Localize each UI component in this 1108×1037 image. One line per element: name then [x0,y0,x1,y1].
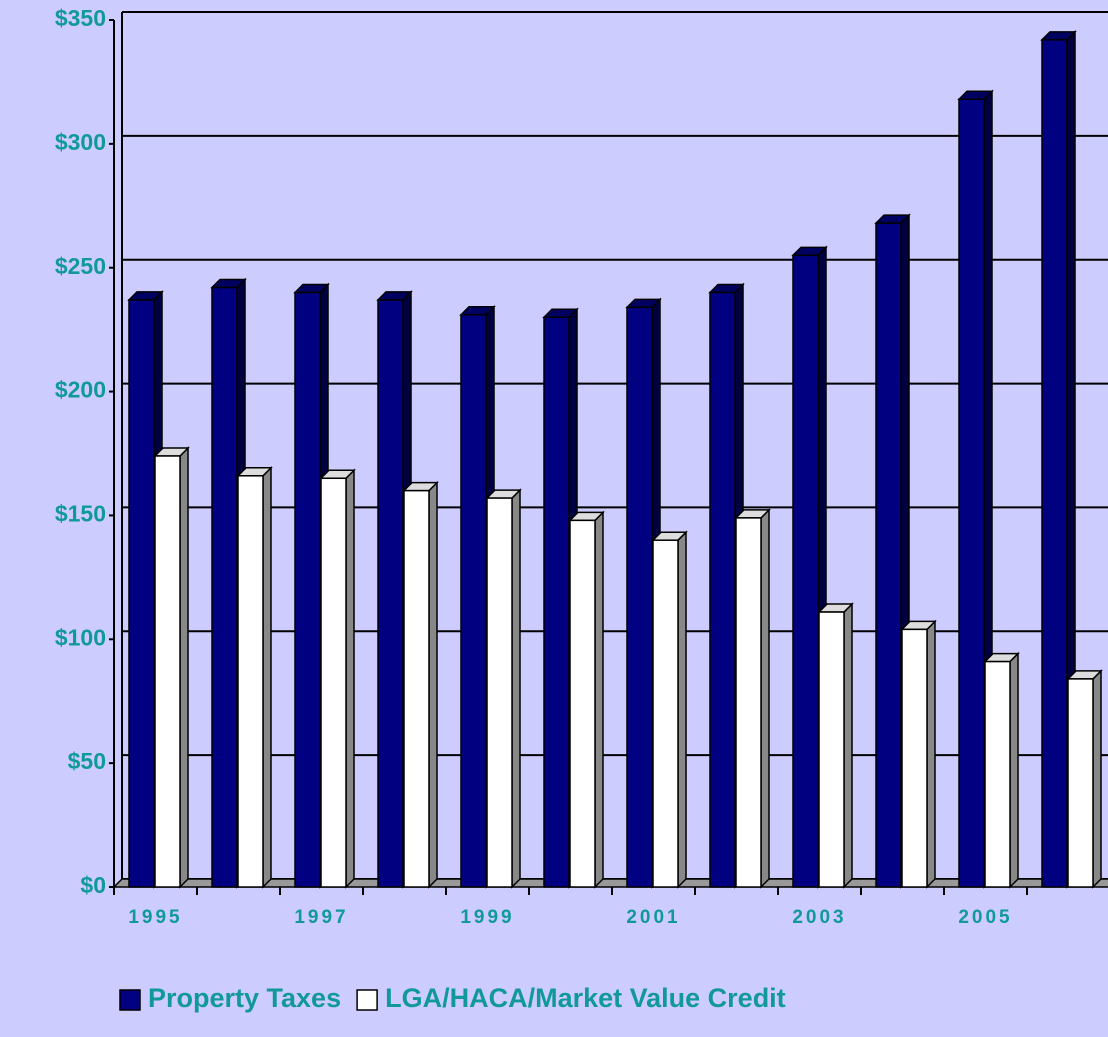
bar [154,455,181,888]
bar [320,477,347,888]
bar-side [428,480,438,889]
bar-side [594,510,604,889]
bar [1041,39,1068,888]
bar [486,497,513,888]
bar [958,98,985,888]
y-tick-label: $350 [55,5,106,31]
bar [1067,678,1094,888]
bar [709,291,736,888]
bar [377,299,404,888]
legend-label: Property Taxes [148,983,341,1013]
bar-3d [485,488,522,889]
y-tick-label: $250 [55,253,106,279]
bar-side [511,488,521,889]
x-tick-label: 1995 [128,907,182,928]
bar [652,539,679,888]
bar [901,628,928,888]
bar-3d [983,651,1020,889]
bar [403,489,430,888]
bar [818,611,845,888]
bar [211,286,238,888]
legend-swatch [119,989,141,1011]
bar [294,291,321,888]
bar [237,475,264,888]
bar-3d [568,510,605,889]
bar-side [1092,669,1102,889]
y-tick-label: $50 [68,748,106,774]
bar [626,306,653,888]
x-tick-label: 2005 [958,907,1012,928]
bar-3d [1040,30,1077,889]
bar [128,299,155,888]
bar [792,254,819,888]
bar-3d [651,530,688,889]
bar-3d [376,290,413,889]
bar [875,222,902,888]
bar [984,660,1011,888]
bar-side [843,602,853,889]
bar-side [345,468,355,889]
bar-3d [236,465,273,889]
bar-3d [402,480,439,889]
bar-side [262,465,272,889]
y-tick-label: $100 [55,624,106,650]
bar [543,316,570,888]
bar-3d [874,213,911,889]
bar-side [1009,651,1019,889]
y-tick-label: $0 [80,872,106,898]
x-tick-label: 2003 [792,907,846,928]
y-tick-label: $150 [55,501,106,527]
bar-3d [900,619,937,889]
x-tick-label: 1999 [460,907,514,928]
bar-side [760,508,770,889]
bar-side [179,446,189,889]
legend-swatch [356,989,378,1011]
y-tick-label: $300 [55,129,106,155]
bar-3d [817,602,854,889]
bar-side [926,619,936,889]
legend-label: LGA/HACA/Market Value Credit [385,983,786,1013]
bar [569,519,596,888]
bar-3d [734,508,771,889]
x-tick-label: 2001 [626,907,680,928]
bar-side [677,530,687,889]
bar-3d [153,446,190,889]
bar-3d [1066,669,1103,889]
bar [735,517,762,888]
y-tick-label: $200 [55,377,106,403]
bar-3d [319,468,356,889]
x-tick-label: 1997 [294,907,348,928]
bar-3d [957,89,994,889]
bar [460,314,487,888]
